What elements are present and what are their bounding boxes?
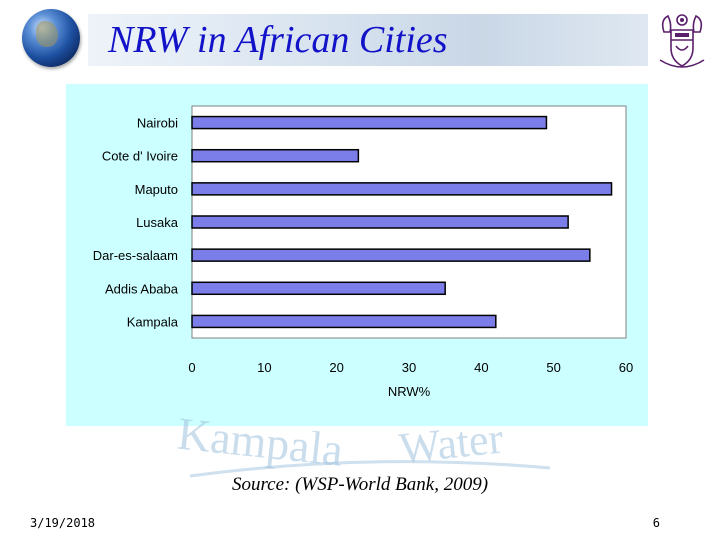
bar (191, 314, 497, 329)
chart-area: Nairobi Cote d' Ivoire Maputo Lusaka Dar-es-… (66, 84, 648, 426)
category-label: Maputo (135, 182, 178, 197)
slide-title: NRW in African Cities (108, 19, 448, 61)
bar (191, 215, 569, 229)
x-tick-label: 40 (474, 360, 488, 375)
bar (191, 182, 613, 196)
svg-text:Kampala: Kampala (175, 412, 345, 476)
x-tick-label: 30 (402, 360, 416, 375)
university-crest-icon (659, 14, 705, 68)
category-label: Kampala (127, 314, 179, 329)
nrw-bar-chart: Nairobi Cote d' Ivoire Maputo Lusaka Dar-es-… (93, 105, 633, 399)
category-label: Nairobi (137, 116, 178, 131)
header-band (88, 14, 648, 66)
category-label: Lusaka (136, 215, 179, 230)
x-tick-label: 60 (619, 360, 633, 375)
category-label: Addis Ababa (105, 281, 179, 296)
slide-date: 3/19/2018 (30, 516, 96, 530)
source-caption: Source: (WSP-World Bank, 2009) (231, 474, 489, 495)
category-label: Cote d' Ivoire (102, 149, 178, 164)
bar (191, 148, 360, 163)
globe-icon (22, 9, 80, 67)
x-axis-label: NRW% (388, 384, 431, 399)
x-tick-label: 10 (257, 360, 271, 375)
x-tick-label: 20 (329, 360, 343, 375)
page-number: 6 (652, 516, 660, 530)
bar (191, 248, 591, 262)
x-tick-label: 50 (546, 360, 560, 375)
x-tick-label: 0 (188, 360, 195, 375)
watermark-logo: Kampala Water (175, 412, 551, 478)
bar (191, 281, 446, 296)
bar (191, 115, 548, 130)
category-label: Dar-es-salaam (93, 248, 178, 263)
